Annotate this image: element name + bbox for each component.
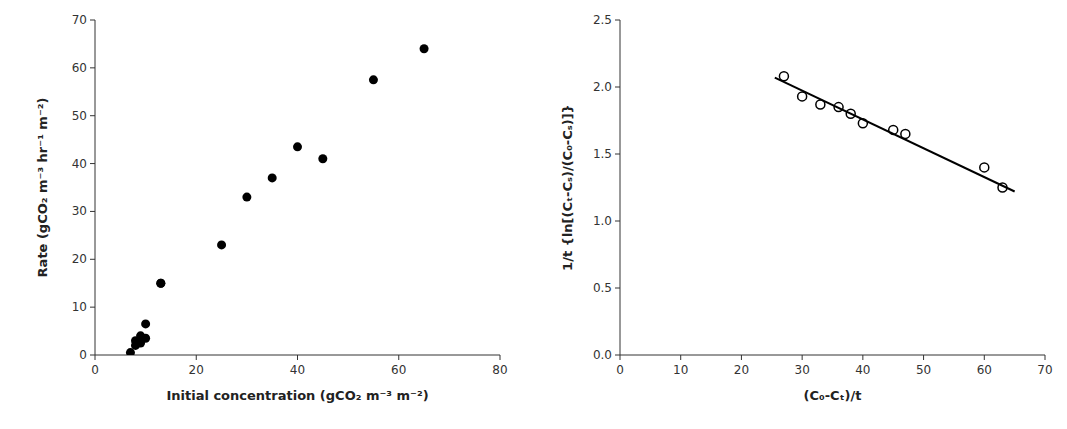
- plot-area: [126, 44, 429, 355]
- scatter-point: [318, 154, 327, 163]
- x-axis-label: Initial concentration (gCO₂ m⁻³ m⁻²): [166, 388, 428, 403]
- scatter-point: [141, 319, 150, 328]
- scatter-point: [242, 193, 251, 202]
- scatter-point: [141, 334, 150, 343]
- y-tick-label: 1.5: [593, 147, 612, 161]
- y-tick: [615, 87, 620, 88]
- x-axis-label: (C₀-Cₜ)/t: [803, 388, 861, 403]
- y-tick-label: 1.0: [593, 214, 612, 228]
- panel: 0 20 40 60 80 0 10 20 30 40 50 60 70 Initial concentr…: [35, 13, 508, 403]
- x-tick-label: 70: [1037, 363, 1052, 377]
- y-tick: [90, 67, 95, 68]
- y-tick-label: 50: [72, 109, 87, 123]
- scatter-point: [217, 240, 226, 249]
- x-tick: [984, 355, 985, 360]
- scatter-point: [268, 173, 277, 182]
- y-axis-label: 1/t {ln[(Cₜ-Cₛ)/(C₀-Cₛ)]}: [560, 104, 575, 271]
- panel: 0 10 20 30 40 50 60 70 0.0 0.5 1.0 1.5 2.0 2.5 (C₀-Cₜ)…: [560, 13, 1053, 403]
- y-tick: [615, 221, 620, 222]
- y-tick-label: 30: [72, 204, 87, 218]
- x-axis-line: [620, 355, 1045, 356]
- x-tick-label: 60: [977, 363, 992, 377]
- y-tick: [90, 20, 95, 21]
- scatter-point: [980, 163, 989, 172]
- y-tick-label: 2.0: [593, 80, 612, 94]
- x-tick-label: 40: [855, 363, 870, 377]
- x-tick-label: 30: [795, 363, 810, 377]
- y-tick: [90, 115, 95, 116]
- scatter-point: [293, 142, 302, 151]
- x-tick: [862, 355, 863, 360]
- y-tick-label: 70: [72, 13, 87, 27]
- x-tick: [923, 355, 924, 360]
- x-tick-label: 50: [916, 363, 931, 377]
- y-tick-label: 0: [79, 348, 87, 362]
- y-axis-line: [620, 20, 621, 355]
- x-tick: [680, 355, 681, 360]
- x-tick: [802, 355, 803, 360]
- scatter-point: [156, 279, 165, 288]
- x-tick-label: 20: [189, 363, 204, 377]
- y-tick-label: 2.5: [593, 13, 612, 27]
- x-tick: [297, 355, 298, 360]
- x-tick-label: 40: [290, 363, 305, 377]
- x-tick: [1045, 355, 1046, 360]
- y-tick: [615, 20, 620, 21]
- y-axis-label: Rate (gCO₂ m⁻³ hr⁻¹ m⁻²): [35, 98, 50, 278]
- x-tick-label: 80: [492, 363, 507, 377]
- x-tick: [741, 355, 742, 360]
- x-tick-label: 60: [391, 363, 406, 377]
- x-tick-label: 0: [616, 363, 624, 377]
- y-axis-line: [95, 20, 96, 355]
- y-tick: [90, 355, 95, 356]
- y-tick: [615, 288, 620, 289]
- plot-area: [775, 72, 1015, 192]
- y-tick-label: 10: [72, 300, 87, 314]
- chart-canvas: 0 20 40 60 80 0 10 20 30 40 50 60 70 Initial concentr…: [0, 0, 1067, 429]
- y-tick: [615, 154, 620, 155]
- y-tick: [90, 259, 95, 260]
- scatter-point: [369, 75, 378, 84]
- x-tick: [620, 355, 621, 360]
- x-tick: [398, 355, 399, 360]
- y-tick: [90, 307, 95, 308]
- y-tick-label: 20: [72, 252, 87, 266]
- x-tick: [500, 355, 501, 360]
- y-tick: [90, 211, 95, 212]
- x-tick-label: 10: [673, 363, 688, 377]
- x-tick-label: 20: [734, 363, 749, 377]
- y-tick-label: 0.5: [593, 281, 612, 295]
- x-tick: [196, 355, 197, 360]
- y-tick: [615, 355, 620, 356]
- scatter-point: [420, 44, 429, 53]
- y-tick: [90, 163, 95, 164]
- y-tick-label: 60: [72, 61, 87, 75]
- y-tick-label: 40: [72, 157, 87, 171]
- x-tick: [95, 355, 96, 360]
- x-tick-label: 0: [91, 363, 99, 377]
- scatter-point: [156, 279, 165, 288]
- regression-line: [775, 78, 1015, 192]
- y-tick-label: 0.0: [593, 348, 612, 362]
- scatter-point: [798, 92, 807, 101]
